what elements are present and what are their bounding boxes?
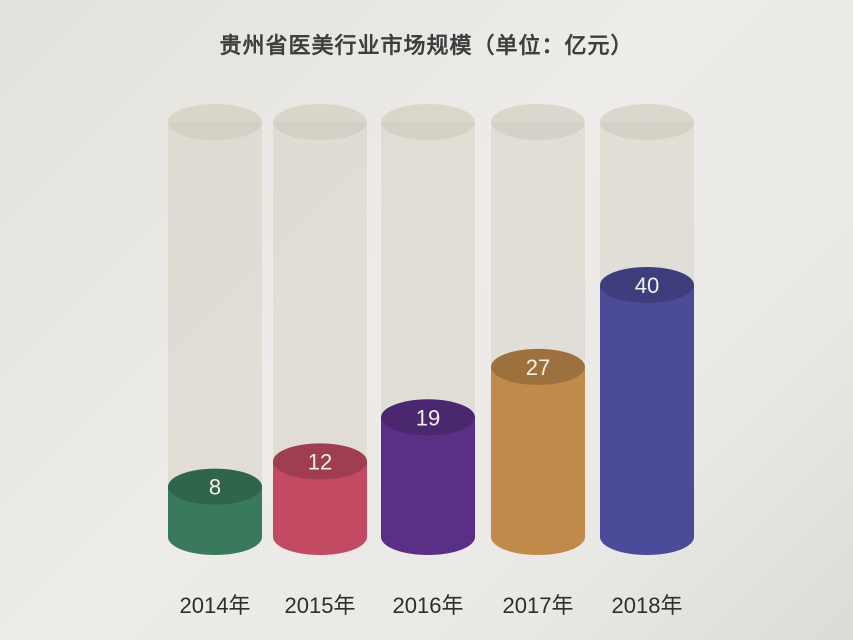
background-cylinder-top xyxy=(168,104,262,140)
bar-top-2018年 xyxy=(600,267,694,303)
background-cylinder-top xyxy=(600,104,694,140)
value-label: 27 xyxy=(526,355,550,380)
bar-top-2014年 xyxy=(168,468,262,505)
bar-2018年 xyxy=(600,285,694,555)
bar-top-2015年 xyxy=(273,443,367,480)
bar-2015年 xyxy=(273,461,367,555)
chart-title: 贵州省医美行业市场规模（单位：亿元） xyxy=(219,34,634,59)
background-cylinder-top xyxy=(381,104,475,140)
category-label: 2016年 xyxy=(393,593,464,618)
value-label: 19 xyxy=(416,405,440,430)
bar-top-2016年 xyxy=(381,399,475,436)
category-label: 2014年 xyxy=(180,593,251,618)
bar-2016年 xyxy=(381,417,475,555)
bar-2017年 xyxy=(491,366,585,555)
category-label: 2017年 xyxy=(503,593,574,618)
background-cylinder-top xyxy=(491,104,585,140)
category-label: 2015年 xyxy=(285,593,356,618)
category-label: 2018年 xyxy=(612,593,683,618)
background-cylinder-top xyxy=(273,104,367,140)
value-label: 12 xyxy=(308,449,332,474)
value-label: 8 xyxy=(209,475,221,500)
background-cylinder xyxy=(168,122,262,555)
value-label: 40 xyxy=(635,273,659,298)
bar-2014年 xyxy=(168,486,262,555)
bar-top-2017年 xyxy=(491,348,585,385)
